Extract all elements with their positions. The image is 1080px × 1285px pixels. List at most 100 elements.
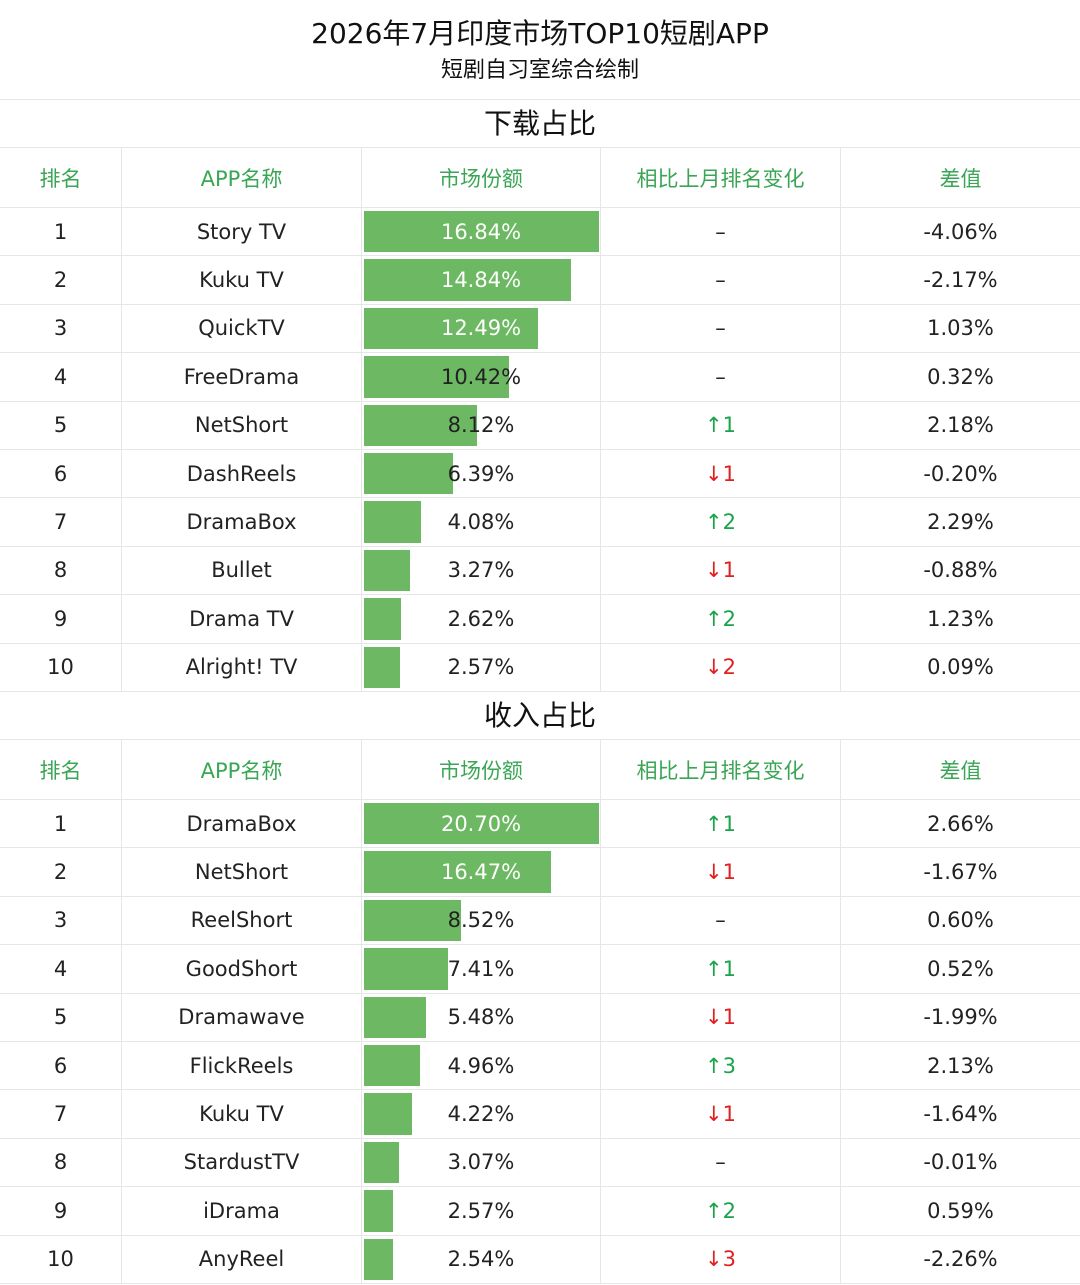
- rank-up-indicator: ↑2: [601, 595, 841, 643]
- diff-cell: -2.26%: [923, 1247, 998, 1272]
- share-cell: 3.27%: [362, 546, 601, 595]
- rank-cell: 6: [0, 1041, 122, 1090]
- share-label: 3.27%: [447, 558, 515, 583]
- app-name-cell: DramaBox: [122, 800, 362, 848]
- share-label: 4.96%: [447, 1053, 515, 1078]
- rank-down-indicator: ↓1: [601, 848, 841, 896]
- diff-cell: -1.64%: [923, 1102, 998, 1127]
- table-row: 6 DashReels 6.39% ↓1 -0.20%: [0, 449, 1080, 499]
- diff-cell: -4.06%: [923, 219, 998, 244]
- share-label: 2.54%: [447, 1247, 515, 1272]
- rank-cell: 2: [0, 848, 122, 896]
- share-label: 10.42%: [440, 364, 522, 389]
- app-name-cell: DramaBox: [122, 498, 362, 546]
- share-label: 7.41%: [447, 956, 515, 981]
- chart-header: 2026年7月印度市场TOP10短剧APP 短剧自习室综合绘制: [0, 0, 1080, 100]
- table-row: 2 Kuku TV 14.84% – -2.17%: [0, 256, 1080, 305]
- app-name-cell: NetShort: [122, 848, 362, 896]
- app-name-cell: Bullet: [122, 546, 362, 595]
- share-bar: [364, 996, 427, 1038]
- diff-cell: -0.20%: [923, 461, 998, 486]
- diff-cell: 2.18%: [927, 413, 994, 438]
- share-bar: [364, 1238, 393, 1280]
- column-header-diff: 差值: [939, 166, 982, 191]
- app-name-cell: Kuku TV: [122, 256, 362, 304]
- rank-cell: 10: [0, 643, 122, 691]
- chart-title: 2026年7月印度市场TOP10短剧APP: [311, 17, 769, 50]
- column-header-change: 相比上月排名变化: [601, 148, 841, 207]
- share-cell: 14.84%: [362, 256, 601, 304]
- table-row: 5 NetShort 8.12% ↑1 2.18%: [0, 401, 1080, 450]
- share-bar: [364, 211, 599, 253]
- diff-cell: 1.23%: [927, 606, 994, 631]
- app-name-cell: iDrama: [122, 1187, 362, 1235]
- downloads-section: 下载占比 排名 APP名称 市场份额 相比上月排名变化 差值 1 Story TV…: [0, 100, 1080, 692]
- revenue-section: 收入占比 排名 APP名称 市场份额 相比上月排名变化 差值 1 DramaBox…: [0, 692, 1080, 1284]
- share-label: 8.12%: [447, 413, 515, 438]
- share-label: 4.08%: [447, 510, 515, 535]
- share-cell: 4.08%: [362, 498, 601, 546]
- diff-cell: 2.29%: [927, 510, 994, 535]
- diff-cell: 0.32%: [927, 364, 994, 389]
- rank-down-indicator: ↓3: [601, 1235, 841, 1283]
- rank-change-cell: –: [601, 1138, 841, 1187]
- column-header-diff: 差值: [939, 758, 982, 783]
- rank-cell: 1: [0, 800, 122, 848]
- share-bar: [364, 1190, 394, 1232]
- share-cell: 8.12%: [362, 401, 601, 449]
- share-bar: [364, 899, 461, 942]
- app-name-cell: AnyReel: [122, 1235, 362, 1283]
- section-title: 收入占比: [0, 692, 1080, 740]
- table-row: 2 NetShort 16.47% ↓1 -1.67%: [0, 848, 1080, 897]
- app-name-cell: Dramawave: [122, 993, 362, 1041]
- share-bar: [364, 1141, 399, 1184]
- share-bar: [364, 598, 401, 640]
- share-cell: 16.47%: [362, 848, 601, 896]
- rank-cell: 7: [0, 498, 122, 546]
- app-name-cell: Drama TV: [122, 595, 362, 643]
- share-bar: [364, 948, 449, 990]
- column-header-share: 市场份额: [362, 740, 601, 799]
- share-cell: 10.42%: [362, 353, 601, 401]
- share-cell: 2.57%: [362, 643, 601, 691]
- share-cell: 16.84%: [362, 208, 601, 256]
- share-label: 3.07%: [447, 1150, 515, 1175]
- share-cell: 7.41%: [362, 945, 601, 993]
- rank-cell: 2: [0, 256, 122, 304]
- app-name-cell: FlickReels: [122, 1041, 362, 1090]
- rank-cell: 10: [0, 1235, 122, 1283]
- rank-change-cell: –: [601, 353, 841, 401]
- diff-cell: -2.17%: [923, 268, 998, 293]
- share-bar: [364, 851, 551, 893]
- section-title: 下载占比: [0, 100, 1080, 148]
- app-name-cell: ReelShort: [122, 896, 362, 945]
- share-cell: 8.52%: [362, 896, 601, 945]
- share-cell: 2.57%: [362, 1187, 601, 1235]
- table-body: 1 Story TV 16.84% – -4.06% 2 Kuku TV 14.84% – -2.…: [0, 208, 1080, 692]
- share-bar: [364, 501, 421, 543]
- table-row: 9 Drama TV 2.62% ↑2 1.23%: [0, 595, 1080, 644]
- diff-cell: 2.13%: [927, 1053, 994, 1078]
- share-cell: 6.39%: [362, 449, 601, 498]
- rank-change-cell: –: [601, 304, 841, 353]
- diff-cell: -0.88%: [923, 558, 998, 583]
- rank-up-indicator: ↑1: [601, 401, 841, 449]
- table-row: 10 AnyReel 2.54% ↓3 -2.26%: [0, 1235, 1080, 1284]
- column-header-rank: 排名: [0, 148, 122, 207]
- share-bar: [364, 404, 478, 446]
- diff-cell: 2.66%: [927, 811, 994, 836]
- share-label: 8.52%: [447, 908, 515, 933]
- diff-cell: 1.03%: [927, 316, 994, 341]
- table-row: 3 ReelShort 8.52% – 0.60%: [0, 896, 1080, 946]
- rank-up-indicator: ↑3: [601, 1041, 841, 1090]
- share-bar: [364, 646, 400, 688]
- share-label: 5.48%: [447, 1005, 515, 1030]
- share-bar: [364, 452, 454, 495]
- diff-cell: 0.60%: [927, 908, 994, 933]
- app-name-cell: Alright! TV: [122, 643, 362, 691]
- table-row: 7 DramaBox 4.08% ↑2 2.29%: [0, 498, 1080, 547]
- app-name-cell: NetShort: [122, 401, 362, 449]
- app-name-cell: FreeDrama: [122, 353, 362, 401]
- table-row: 8 StardustTV 3.07% – -0.01%: [0, 1138, 1080, 1188]
- share-label: 6.39%: [447, 461, 515, 486]
